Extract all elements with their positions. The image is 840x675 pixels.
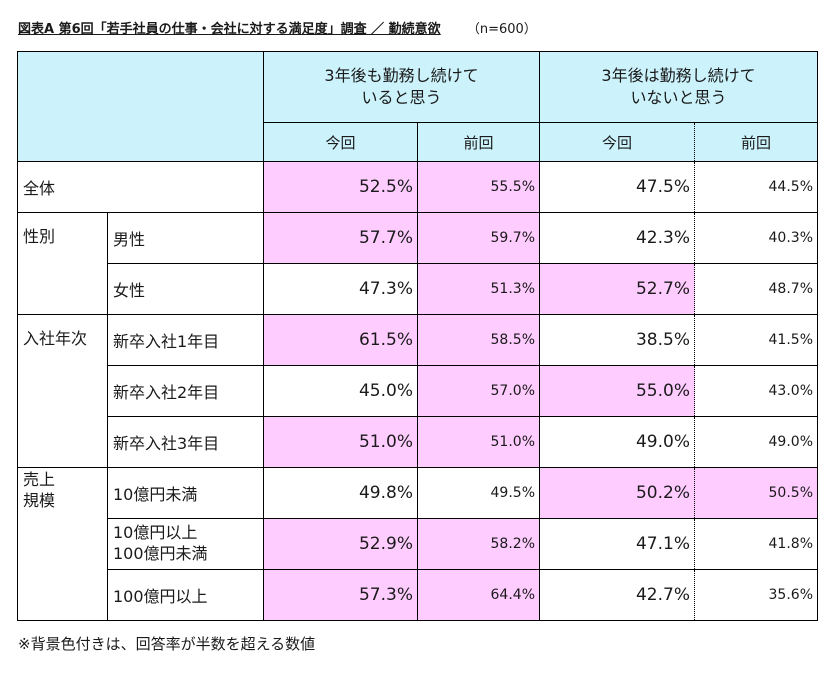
stay-current-cell: 51.0% [263,416,418,468]
stay-current-cell: 61.5% [263,314,418,366]
footnote: ※背景色付きは、回答率が半数を超える数値 [18,635,316,653]
leave-previous-cell: 44.5% [694,161,818,213]
row-label: 100億円以上 [107,569,264,621]
leave-current-cell: 52.7% [539,263,695,315]
row-label: 新卒入社2年目 [107,365,264,417]
retention-table: 3年後も勤務し続けて いると思う 3年後は勤務し続けて いないと思う 今回 前回… [17,51,818,621]
stay-previous-cell: 58.5% [417,314,540,366]
table-row: 新卒入社2年目 45.0% 57.0% 55.0% 43.0% [18,365,818,417]
stay-previous-cell: 58.2% [417,518,540,570]
row-label: 新卒入社1年目 [107,314,264,366]
stay-previous-cell: 51.0% [417,416,540,468]
header-leave-previous: 前回 [694,122,818,162]
leave-current-cell: 38.5% [539,314,695,366]
row-label: 全体 [17,161,264,213]
leave-current-cell: 55.0% [539,365,695,417]
table-title: 図表A 第6回「若手社員の仕事・会社に対する満足度」調査 ／ 勤続意欲 （n=6… [18,18,537,37]
row-label: 10億円未満 [107,467,264,519]
table-row: 入社年次 新卒入社1年目 61.5% 58.5% 38.5% 41.5% [17,314,818,468]
stay-current-cell: 57.3% [263,569,418,621]
row-label: 女性 [107,263,264,315]
title-text: 図表A 第6回「若手社員の仕事・会社に対する満足度」調査 ／ 勤続意欲 [18,22,441,37]
leave-previous-cell: 35.6% [694,569,818,621]
leave-previous-cell: 41.5% [694,314,818,366]
table-row: 新卒入社3年目 51.0% 51.0% 49.0% 49.0% [18,416,818,468]
header-blank-cell [17,51,264,162]
stay-previous-cell: 55.5% [417,161,540,213]
leave-current-cell: 49.0% [539,416,695,468]
header-stay-previous: 前回 [417,122,540,162]
stay-current-cell: 57.7% [263,212,418,264]
row-label: 男性 [107,212,264,264]
stay-previous-cell: 57.0% [417,365,540,417]
leave-previous-cell: 40.3% [694,212,818,264]
sample-size: （n=600） [466,22,537,37]
stay-current-cell: 52.9% [263,518,418,570]
table-row: 全体 52.5% 55.5% 47.5% 44.5% [17,161,818,213]
leave-current-cell: 42.3% [539,212,695,264]
row-label: 10億円以上 100億円未満 [107,518,264,570]
category-gender: 性別 [17,212,108,315]
header-stay-current: 今回 [263,122,418,162]
leave-previous-cell: 48.7% [694,263,818,315]
leave-current-cell: 50.2% [539,467,695,519]
category-entry-year: 入社年次 [17,314,108,468]
leave-previous-cell: 43.0% [694,365,818,417]
stay-previous-cell: 49.5% [417,467,540,519]
stay-previous-cell: 64.4% [417,569,540,621]
leave-previous-cell: 41.8% [694,518,818,570]
leave-current-cell: 47.1% [539,518,695,570]
table-row: 10億円以上 100億円未満 52.9% 58.2% 47.1% 41.8% [18,518,818,570]
leave-previous-cell: 49.0% [694,416,818,468]
stay-current-cell: 45.0% [263,365,418,417]
stay-previous-cell: 59.7% [417,212,540,264]
header-group-leave: 3年後は勤務し続けて いないと思う [539,51,818,123]
table-row: 売上 規模 10億円未満 49.8% 49.5% 50.2% 50.5% [17,467,818,621]
leave-previous-cell: 50.5% [694,467,818,519]
leave-current-cell: 47.5% [539,161,695,213]
table-row: 女性 47.3% 51.3% 52.7% 48.7% [18,263,818,315]
stay-current-cell: 49.8% [263,467,418,519]
table-row: 100億円以上 57.3% 64.4% 42.7% 35.6% [18,569,818,621]
stay-current-cell: 47.3% [263,263,418,315]
table-row: 性別 男性 57.7% 59.7% 42.3% 40.3% [17,212,818,315]
header-leave-current: 今回 [539,122,695,162]
category-sales-scale: 売上 規模 [17,467,108,621]
stay-current-cell: 52.5% [263,161,418,213]
row-label: 新卒入社3年目 [107,416,264,468]
stay-previous-cell: 51.3% [417,263,540,315]
leave-current-cell: 42.7% [539,569,695,621]
header-group-stay: 3年後も勤務し続けて いると思う [263,51,540,123]
